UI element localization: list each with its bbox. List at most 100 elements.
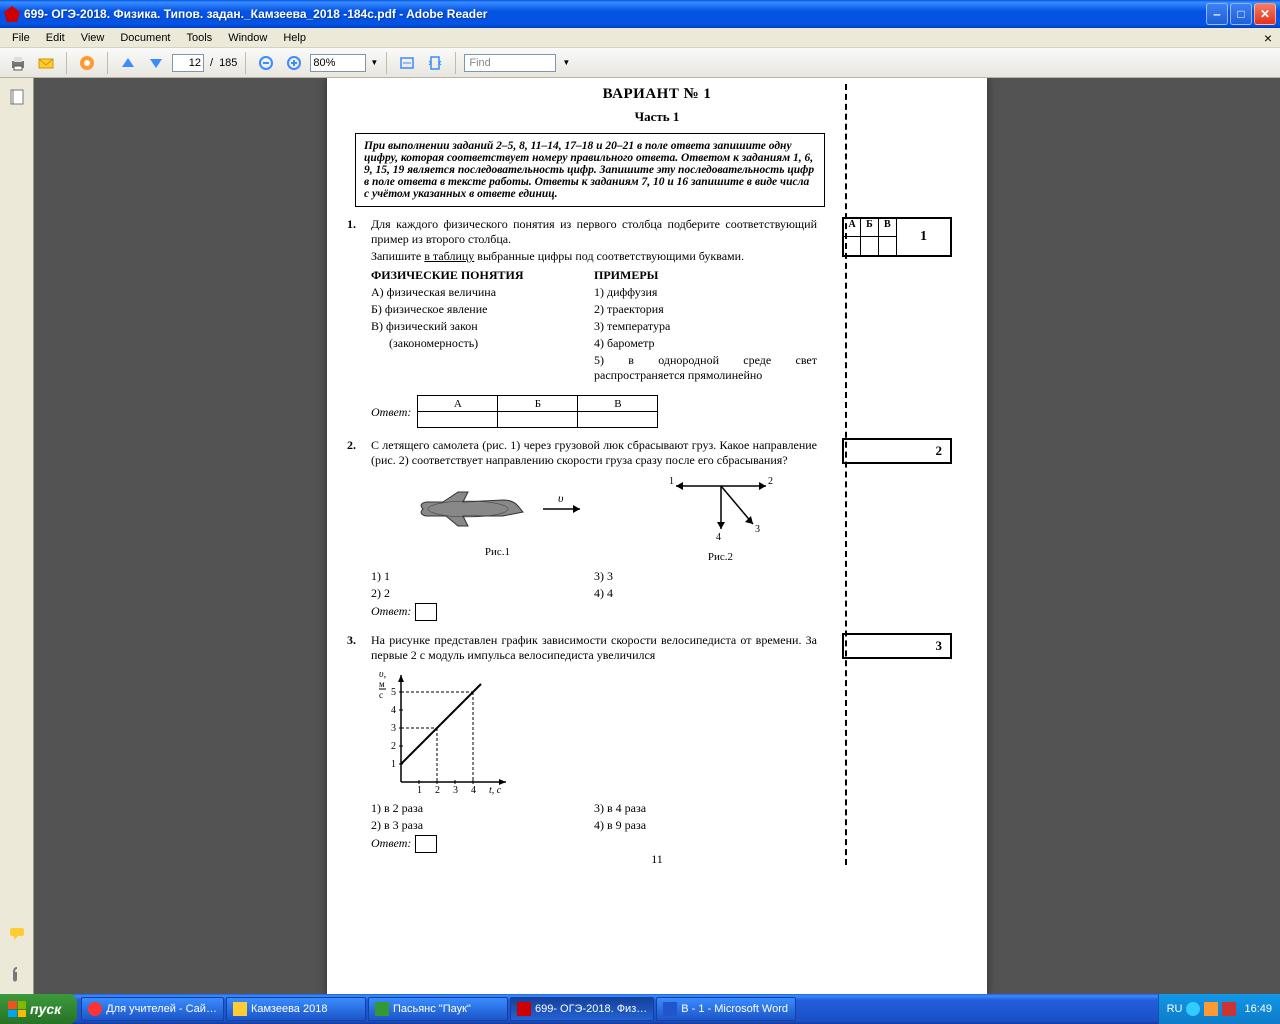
start-button[interactable]: пуск — [0, 994, 77, 1024]
pages-panel-icon[interactable] — [6, 86, 28, 108]
taskbar-item[interactable]: Камзеева 2018 — [226, 997, 366, 1021]
col1-c2: (закономерность) — [371, 336, 594, 351]
q1-text2: Запишите в таблицу выбранные цифры под с… — [371, 249, 817, 264]
toolbar: / 185 ▼ ▼ — [0, 48, 1280, 78]
pdf-icon — [4, 6, 20, 22]
answer-box-1: АБВ 1 — [842, 217, 952, 257]
zoom-level-input[interactable] — [310, 54, 366, 72]
answer-box-3: 3 — [842, 633, 952, 659]
q2-opt2: 2) 2 — [371, 586, 594, 601]
fit-width-button[interactable] — [395, 51, 419, 75]
menu-edit[interactable]: Edit — [38, 30, 73, 46]
part-title: Часть 1 — [347, 109, 967, 125]
col1-c: В) физический закон — [371, 319, 594, 334]
page-number-input[interactable] — [172, 54, 204, 72]
find-dropdown-icon[interactable]: ▼ — [560, 58, 570, 67]
window-buttons: ‒ □ ✕ — [1206, 3, 1276, 25]
q3-opt4: 4) в 9 раза — [594, 818, 817, 833]
col2-4: 4) барометр — [594, 336, 817, 351]
document-viewer[interactable]: ВАРИАНТ № 1 Часть 1 При выполнении задан… — [34, 78, 1280, 994]
svg-text:5: 5 — [391, 687, 396, 698]
taskbar-item-label: Пасьянс "Паук" — [393, 1003, 471, 1015]
collab-button[interactable] — [75, 51, 99, 75]
game-icon — [375, 1002, 389, 1016]
col1-header: ФИЗИЧЕСКИЕ ПОНЯТИЯ — [371, 268, 594, 283]
menu-document[interactable]: Document — [112, 30, 178, 46]
comments-panel-icon[interactable] — [6, 922, 28, 944]
side-toolbar — [0, 78, 34, 994]
tray-icon[interactable] — [1186, 1002, 1200, 1016]
svg-text:1: 1 — [669, 476, 674, 487]
toolbar-separator — [107, 52, 108, 74]
print-button[interactable] — [6, 51, 30, 75]
pdf-page: ВАРИАНТ № 1 Часть 1 При выполнении задан… — [327, 78, 987, 994]
abv-v: В — [879, 219, 896, 236]
taskbar-item-label: Камзеева 2018 — [251, 1003, 327, 1015]
window-titlebar: 699- ОГЭ-2018. Физика. Типов. задан._Кам… — [0, 0, 1280, 28]
toolbar-separator — [386, 52, 387, 74]
minimize-button[interactable]: ‒ — [1206, 3, 1228, 25]
q3-chart: υ, мс 1 2 3 4 5 1 2 3 — [371, 667, 817, 797]
svg-text:3: 3 — [391, 723, 396, 734]
question-number: 2. — [347, 438, 371, 623]
otvet-label: Ответ: — [371, 405, 411, 420]
abv-b: Б — [861, 219, 878, 236]
taskbar-item-label: Для учителей - Сай… — [106, 1003, 217, 1015]
svg-text:3: 3 — [755, 524, 760, 535]
svg-text:4: 4 — [391, 705, 396, 716]
language-indicator[interactable]: RU — [1167, 1003, 1183, 1015]
menu-window[interactable]: Window — [220, 30, 275, 46]
q2-text: С летящего самолета (рис. 1) через грузо… — [371, 438, 817, 468]
toolbar-separator — [66, 52, 67, 74]
attachments-panel-icon[interactable] — [6, 964, 28, 986]
q3-opt3: 3) в 4 раза — [594, 801, 817, 816]
answer-box-2: 2 — [842, 438, 952, 464]
taskbar-item[interactable]: В - 1 - Microsoft Word — [656, 997, 796, 1021]
folder-icon — [233, 1002, 247, 1016]
question-number: 3. — [347, 633, 371, 855]
tray-icon[interactable] — [1222, 1002, 1236, 1016]
page-down-button[interactable] — [144, 51, 168, 75]
col2-3: 3) температура — [594, 319, 817, 334]
menu-help[interactable]: Help — [275, 30, 314, 46]
zoom-out-button[interactable] — [254, 51, 278, 75]
taskbar-item-active[interactable]: 699- ОГЭ-2018. Физ… — [510, 997, 654, 1021]
clock[interactable]: 16:49 — [1244, 1003, 1272, 1015]
toolbar-separator — [245, 52, 246, 74]
email-button[interactable] — [34, 51, 58, 75]
q2-opt4: 4) 4 — [594, 586, 817, 601]
svg-text:t, с: t, с — [489, 785, 502, 796]
close-button[interactable]: ✕ — [1254, 3, 1276, 25]
fit-page-button[interactable] — [423, 51, 447, 75]
menu-file[interactable]: File — [4, 30, 38, 46]
svg-text:1: 1 — [417, 785, 422, 796]
zoom-dropdown-icon[interactable]: ▼ — [370, 58, 378, 67]
col2-1: 1) диффузия — [594, 285, 817, 300]
instructions-box: При выполнении заданий 2–5, 8, 11–14, 17… — [355, 133, 825, 207]
menu-tools[interactable]: Tools — [179, 30, 221, 46]
variant-title: ВАРИАНТ № 1 — [347, 86, 967, 103]
figure-1: υ Рис.1 — [408, 474, 588, 563]
svg-text:м: м — [379, 679, 385, 689]
q1-text1: Для каждого физического понятия из перво… — [371, 217, 817, 247]
menu-view[interactable]: View — [73, 30, 113, 46]
q2-opt3: 3) 3 — [594, 569, 817, 584]
svg-text:2: 2 — [435, 785, 440, 796]
taskbar-item[interactable]: Пасьянс "Паук" — [368, 997, 508, 1021]
taskbar-item[interactable]: Для учителей - Сай… — [81, 997, 224, 1021]
page-up-button[interactable] — [116, 51, 140, 75]
fig2-label: Рис.2 — [661, 551, 781, 563]
page-number: 11 — [327, 852, 987, 867]
tray-icon[interactable] — [1204, 1002, 1218, 1016]
zoom-in-button[interactable] — [282, 51, 306, 75]
answer-box-number: 1 — [897, 219, 950, 255]
page-sep: / — [208, 57, 215, 69]
q3-text: На рисунке представлен график зависимост… — [371, 633, 817, 663]
svg-text:1: 1 — [391, 759, 396, 770]
otvet-label: Ответ: — [371, 836, 411, 850]
answer-input-box — [415, 835, 437, 853]
find-input[interactable] — [464, 54, 556, 72]
windows-flag-icon — [8, 1001, 26, 1017]
document-close-icon[interactable]: × — [1260, 30, 1276, 46]
maximize-button[interactable]: □ — [1230, 3, 1252, 25]
